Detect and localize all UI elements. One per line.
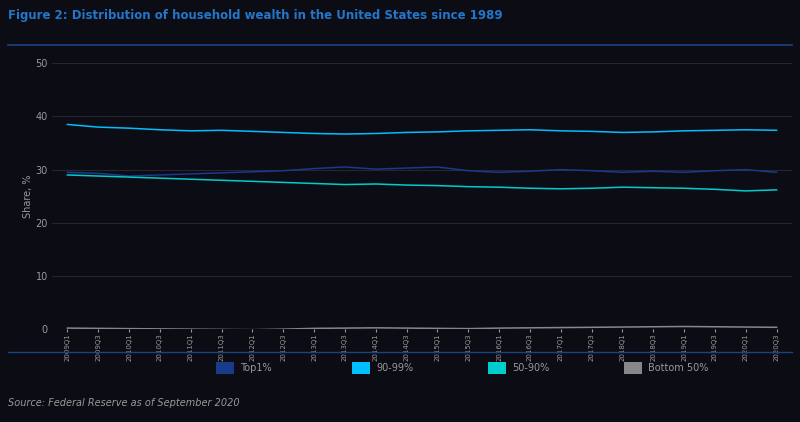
Text: Top1%: Top1% bbox=[240, 363, 272, 373]
Text: 90-99%: 90-99% bbox=[376, 363, 413, 373]
Text: Figure 2: Distribution of household wealth in the United States since 1989: Figure 2: Distribution of household weal… bbox=[8, 9, 502, 22]
Text: Bottom 50%: Bottom 50% bbox=[648, 363, 708, 373]
Bar bbox=[488, 362, 506, 374]
Bar bbox=[216, 362, 234, 374]
Y-axis label: Share, %: Share, % bbox=[22, 174, 33, 218]
Text: Source: Federal Reserve as of September 2020: Source: Federal Reserve as of September … bbox=[8, 398, 240, 408]
Text: 50-90%: 50-90% bbox=[512, 363, 550, 373]
Bar bbox=[624, 362, 642, 374]
Bar bbox=[352, 362, 370, 374]
